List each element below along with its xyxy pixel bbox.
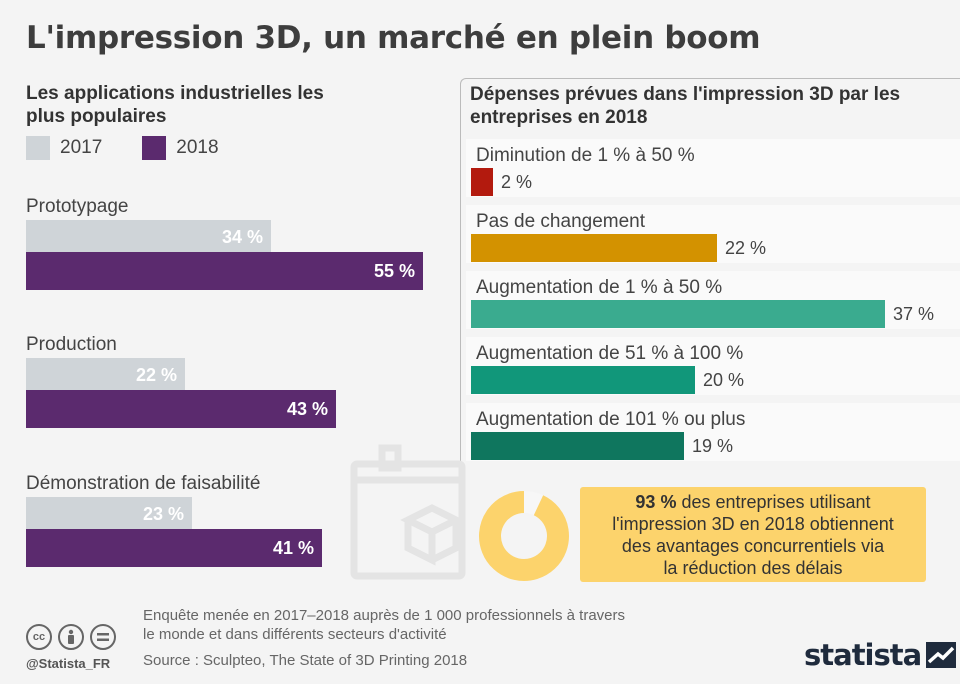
survey-note-line-1: Enquête menée en 2017–2018 auprès de 1 0… bbox=[143, 607, 626, 624]
legend-swatch-2017 bbox=[26, 136, 50, 160]
statista-logo[interactable]: statista bbox=[804, 638, 957, 672]
value-label-2018-demonstration: 41 % bbox=[272, 538, 314, 558]
printer-watermark-icon bbox=[350, 444, 466, 580]
value-label-2017-production: 22 % bbox=[135, 365, 177, 385]
twitter-handle: @Statista_FR bbox=[26, 656, 111, 671]
source-text: Source : Sculpteo, The State of 3D Print… bbox=[143, 652, 468, 669]
callout-line-4: la réduction des délais bbox=[663, 557, 843, 578]
category-label-demonstration: Démonstration de faisabilité bbox=[26, 473, 261, 494]
callout-text-1: des entreprises utilisant bbox=[676, 491, 871, 512]
spending-bar-2 bbox=[471, 234, 717, 262]
spending-value-1: 2 % bbox=[501, 172, 533, 192]
legend-label-2017: 2017 bbox=[60, 137, 103, 158]
callout-highlight: 93 % bbox=[635, 491, 677, 512]
attribution-icon bbox=[58, 624, 84, 650]
bar-2018-demonstration bbox=[26, 529, 322, 567]
spending-value-3: 37 % bbox=[893, 304, 935, 324]
legend-item-2018: 2018 bbox=[142, 136, 219, 160]
value-label-2018-production: 43 % bbox=[286, 399, 328, 419]
spending-bar-1 bbox=[471, 168, 493, 196]
spending-label-2: Pas de changement bbox=[476, 211, 646, 232]
bar-2018-production bbox=[26, 390, 336, 428]
statista-logo-icon bbox=[926, 642, 957, 668]
category-label-prototypage: Prototypage bbox=[26, 196, 129, 217]
spending-label-4: Augmentation de 51 % à 100 % bbox=[476, 343, 744, 364]
callout-line-2: l'impression 3D en 2018 obtiennent bbox=[612, 513, 894, 534]
left-chart-title: Les applications industrielles les plus … bbox=[26, 83, 324, 127]
bar-2017-prototypage bbox=[26, 220, 271, 252]
no-derivatives-icon bbox=[90, 624, 116, 650]
legend-swatch-2018 bbox=[142, 136, 167, 160]
spending-value-2: 22 % bbox=[725, 238, 767, 258]
donut-chart bbox=[479, 491, 569, 581]
spending-label-3: Augmentation de 1 % à 50 % bbox=[476, 277, 723, 298]
bar-2017-production bbox=[26, 358, 185, 390]
survey-note-line-2: le monde et dans différents secteurs d'a… bbox=[143, 626, 447, 643]
bar-2017-demonstration bbox=[26, 497, 192, 529]
spending-bar-5 bbox=[471, 432, 684, 460]
callout-line-1: 93 % des entreprises utilisant bbox=[635, 491, 870, 513]
spending-bar-3 bbox=[471, 300, 885, 328]
value-label-2017-prototypage: 34 % bbox=[221, 227, 263, 247]
donut-slice-93 bbox=[479, 491, 569, 581]
survey-note: Enquête menée en 2017–2018 auprès de 1 0… bbox=[143, 606, 703, 644]
license-icons: cc bbox=[26, 624, 122, 650]
right-chart-title: Dépenses prévues dans l'impression 3D pa… bbox=[470, 84, 901, 128]
category-label-production: Production bbox=[26, 334, 117, 355]
legend-item-2017: 2017 bbox=[26, 136, 102, 160]
cc-icon: cc bbox=[26, 624, 52, 650]
row-band-1 bbox=[466, 139, 960, 197]
callout-line-3: des avantages concurrentiels via bbox=[621, 535, 885, 556]
bar-2018-prototypage bbox=[26, 252, 423, 290]
spending-label-1: Diminution de 1 % à 50 % bbox=[476, 145, 695, 166]
spending-value-5: 19 % bbox=[692, 436, 734, 456]
value-label-2018-prototypage: 55 % bbox=[373, 261, 415, 281]
page-title: L'impression 3D, un marché en plein boom bbox=[26, 20, 761, 56]
spending-value-4: 20 % bbox=[703, 370, 745, 390]
value-label-2017-demonstration: 23 % bbox=[142, 504, 184, 524]
spending-label-5: Augmentation de 101 % ou plus bbox=[476, 409, 746, 430]
callout-box: 93 % des entreprises utilisant l'impress… bbox=[580, 487, 926, 582]
legend-label-2018: 2018 bbox=[176, 137, 219, 158]
statista-logo-text: statista bbox=[804, 638, 922, 672]
legend: 2017 2018 bbox=[26, 136, 259, 160]
spending-bar-4 bbox=[471, 366, 695, 394]
